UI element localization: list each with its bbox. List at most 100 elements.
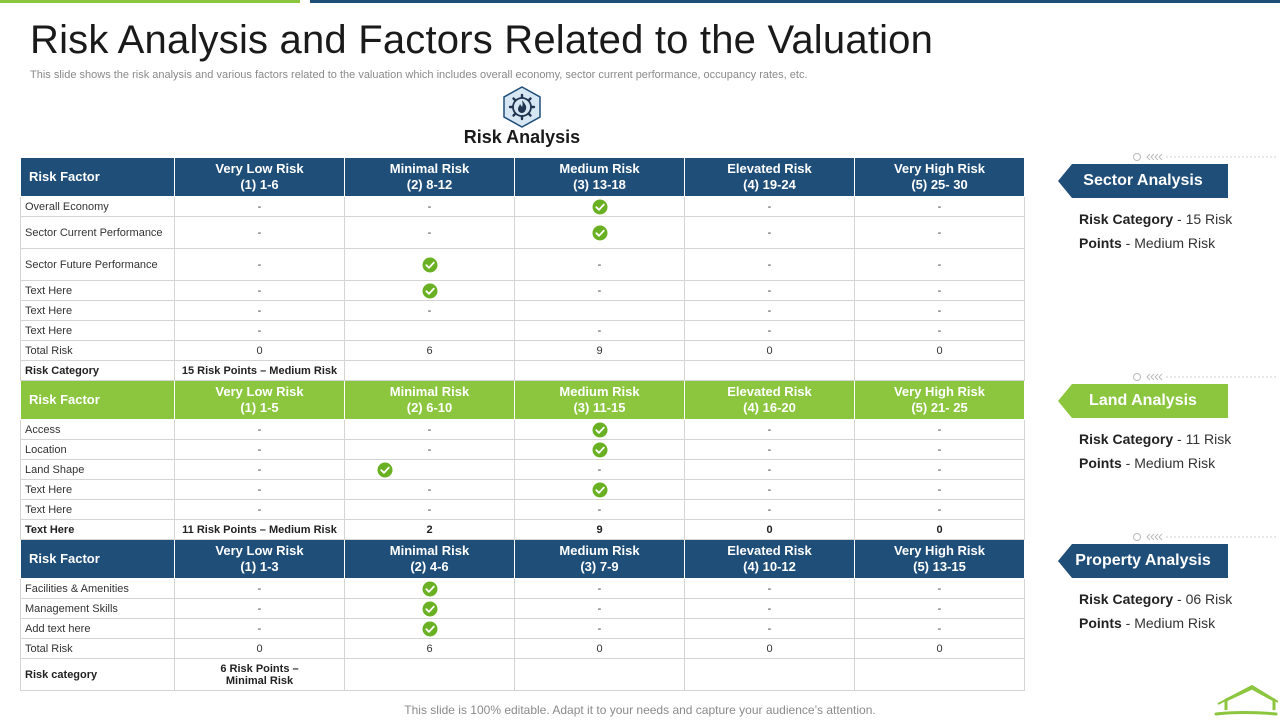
table-row: Sector Future Performance - - - - [20, 248, 1025, 281]
table-cell: - [854, 419, 1025, 440]
risk-analysis-table: Risk Factor Very Low Risk (1) 1-6 Minimal … [20, 157, 1025, 691]
table-cell: - [344, 499, 515, 520]
home-icon[interactable] [1212, 684, 1278, 720]
table-row: Text Here 11 Risk Points – Medium Risk 2 9 0… [20, 519, 1025, 540]
table-cell: - [684, 499, 855, 520]
header-risk-level: Minimal Risk (2) 8-12 [344, 157, 515, 197]
table-cell-check [514, 196, 685, 217]
table-cell-check [344, 618, 515, 639]
table-cell-factor: Text Here [20, 479, 175, 500]
header-risk-level: Medium Risk (3) 11-15 [514, 380, 685, 420]
table-cell-check [344, 248, 515, 281]
table-cell: - [344, 419, 515, 440]
table-cell: 6 [344, 638, 515, 659]
table-cell-factor: Sector Current Performance [20, 216, 175, 249]
table-cell: - [174, 216, 345, 249]
header-risk-factor: Risk Factor [20, 380, 175, 420]
table-cell [344, 320, 515, 341]
page-title: Risk Analysis and Factors Related to the… [30, 18, 934, 62]
risk-table-body: Risk Factor Very Low Risk (1) 1-6 Minimal … [20, 157, 1025, 691]
table-row: Total Risk 0 6 9 0 0 [20, 340, 1025, 361]
table-cell: - [174, 439, 345, 460]
table-cell: - [174, 479, 345, 500]
table-cell: - [684, 439, 855, 460]
table-cell-check [514, 439, 685, 460]
table-cell: - [684, 578, 855, 599]
table-cell [514, 300, 685, 321]
table-cell: - [174, 300, 345, 321]
table-cell-factor: Management Skills [20, 598, 175, 619]
table-cell: - [684, 419, 855, 440]
table-cell: 11 Risk Points – Medium Risk [174, 519, 345, 540]
land-points-line: Points - Medium Risk [1079, 455, 1216, 471]
table-cell: 15 Risk Points – Medium Risk [174, 360, 345, 381]
page-subtitle: This slide shows the risk analysis and v… [30, 69, 808, 81]
table-cell: - [684, 618, 855, 639]
top-accent-bar-navy [310, 0, 1280, 3]
table-cell [344, 658, 515, 691]
table-cell: - [344, 196, 515, 217]
check-icon [592, 422, 607, 437]
check-mark [592, 422, 608, 437]
check-mark [422, 621, 438, 636]
table-row: Access - - - - [20, 419, 1025, 440]
check-mark [422, 581, 438, 596]
check-mark [377, 462, 393, 478]
table-cell: - [684, 598, 855, 619]
table-cell: - [174, 248, 345, 281]
table-cell: 0 [174, 638, 345, 659]
check-icon [377, 462, 392, 477]
table-header-row: Risk Factor Very Low Risk (1) 1-3 Minimal … [20, 539, 1025, 579]
check-mark [592, 482, 608, 497]
table-row: Risk category 6 Risk Points – Minimal Ris… [20, 658, 1025, 691]
table-cell [514, 658, 685, 691]
header-risk-level: Elevated Risk (4) 19-24 [684, 157, 855, 197]
table-cell-factor: Text Here [20, 300, 175, 321]
table-cell: - [854, 479, 1025, 500]
table-row: Sector Current Performance - - - - [20, 216, 1025, 249]
footer-note: This slide is 100% editable. Adapt it to… [404, 703, 876, 717]
table-row: Text Here - - - - [20, 320, 1025, 341]
table-cell: - [174, 499, 345, 520]
table-row: Text Here - - - - [20, 479, 1025, 500]
table-cell-check [344, 459, 515, 480]
table-cell: - [514, 578, 685, 599]
table-cell: 0 [854, 638, 1025, 659]
table-cell: 0 [854, 340, 1025, 361]
table-cell: 9 [514, 340, 685, 361]
table-cell: - [514, 280, 685, 301]
header-risk-level: Very Low Risk (1) 1-5 [174, 380, 345, 420]
table-cell: 0 [514, 638, 685, 659]
card-decoration-icon [1133, 153, 1278, 161]
table-cell: - [174, 459, 345, 480]
table-cell: - [514, 618, 685, 639]
table-cell: - [174, 196, 345, 217]
header-risk-factor: Risk Factor [20, 157, 175, 197]
check-icon [422, 283, 437, 298]
check-icon [422, 601, 437, 616]
table-cell: - [514, 459, 685, 480]
table-cell-factor: Overall Economy [20, 196, 175, 217]
table-cell-factor: Total Risk [20, 340, 175, 361]
table-cell: - [174, 578, 345, 599]
check-mark [422, 283, 438, 298]
land-category-line: Risk Category - 11 Risk [1079, 431, 1232, 447]
property-analysis-title: Property Analysis [1058, 544, 1228, 578]
sector-analysis-title: Sector Analysis [1058, 164, 1228, 198]
table-row: Text Here - - - - [20, 300, 1025, 321]
table-row: Text Here - - - - [20, 280, 1025, 301]
table-header-row: Risk Factor Very Low Risk (1) 1-5 Minimal … [20, 380, 1025, 420]
table-cell [854, 658, 1025, 691]
table-header-row: Risk Factor Very Low Risk (1) 1-6 Minimal … [20, 157, 1025, 197]
header-risk-factor: Risk Factor [20, 539, 175, 579]
table-cell: 2 [344, 519, 515, 540]
check-icon [592, 225, 607, 240]
table-cell [854, 360, 1025, 381]
table-cell-factor: Text Here [20, 280, 175, 301]
property-category-line: Risk Category - 06 Risk [1079, 591, 1233, 607]
table-cell-factor: Facilities & Amenities [20, 578, 175, 599]
table-cell: - [684, 216, 855, 249]
table-cell-factor: Sector Future Performance [20, 248, 175, 281]
table-cell: - [854, 300, 1025, 321]
table-cell: - [684, 280, 855, 301]
